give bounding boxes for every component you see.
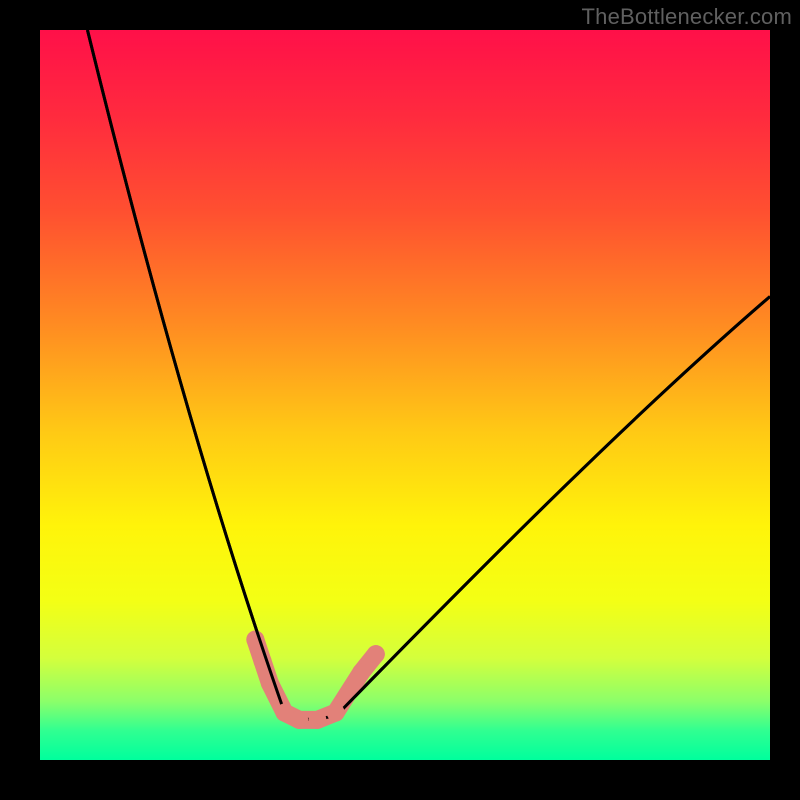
bottleneck-chart bbox=[0, 0, 800, 800]
valley-bead-top bbox=[327, 704, 345, 722]
valley-bead bbox=[367, 645, 385, 663]
valley-bead-top bbox=[290, 711, 308, 729]
valley-bead-top bbox=[308, 711, 326, 729]
watermark-text: TheBottlenecker.com bbox=[582, 4, 792, 30]
valley-bead bbox=[352, 663, 370, 681]
